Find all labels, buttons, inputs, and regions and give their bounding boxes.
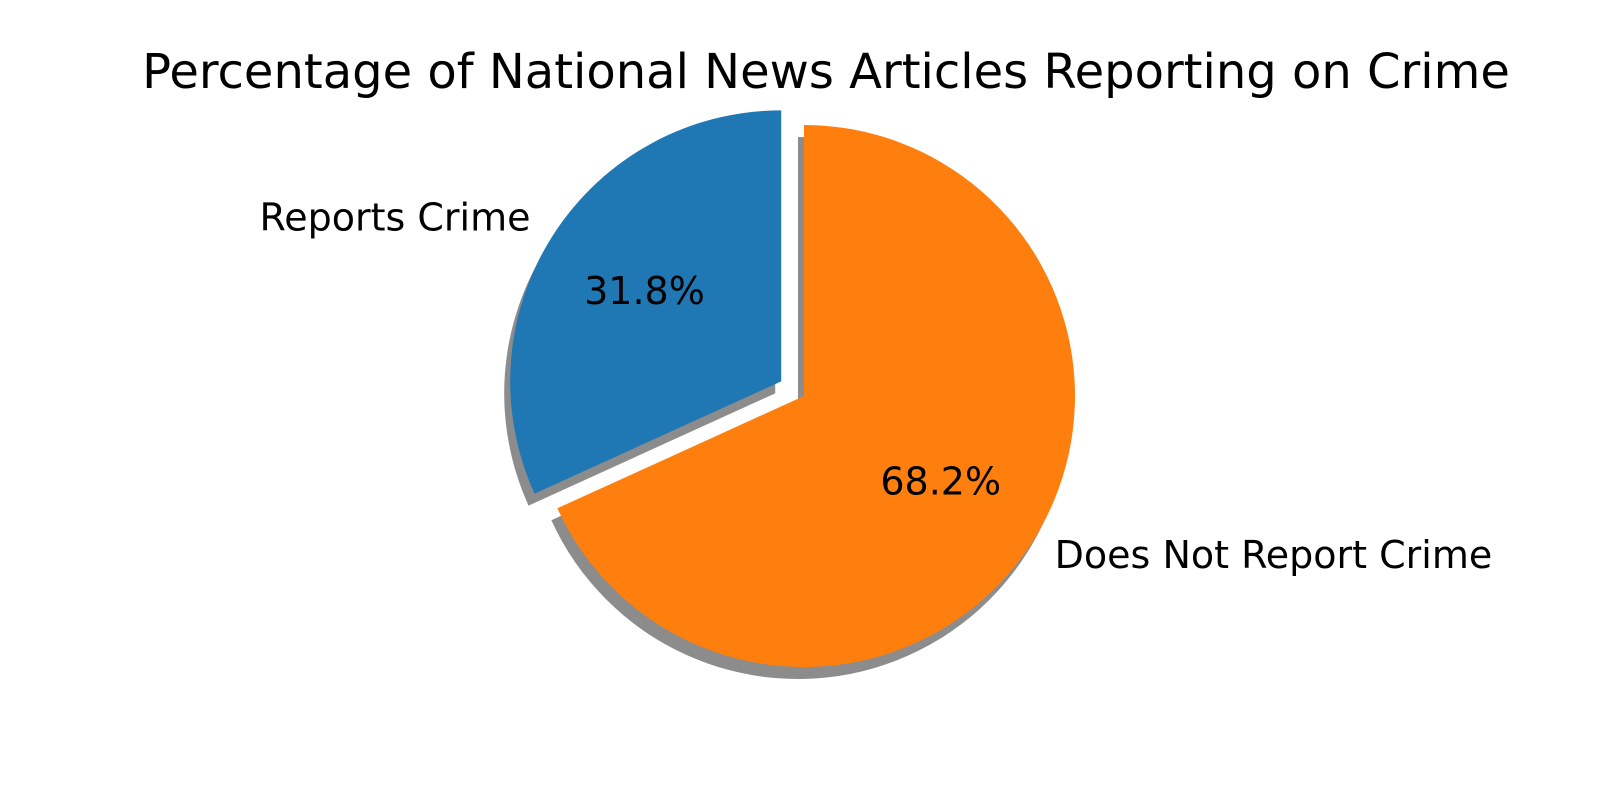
- pie-label-layer: Reports Crime 31.8% Does Not Report Crime 6…: [260, 196, 1493, 577]
- chart-title: Percentage of National News Articles Rep…: [142, 44, 1510, 100]
- slice-label-does-not-report-crime: Does Not Report Crime: [1055, 533, 1493, 577]
- pie-slice-reports-crime: [510, 110, 782, 494]
- pct-label-reports-crime: 31.8%: [584, 269, 705, 313]
- pie-slice-layer: [510, 110, 1076, 667]
- slice-label-reports-crime: Reports Crime: [260, 196, 531, 240]
- pie-slice-does-not-report-crime: [557, 125, 1076, 667]
- pct-label-does-not-report-crime: 68.2%: [880, 459, 1001, 503]
